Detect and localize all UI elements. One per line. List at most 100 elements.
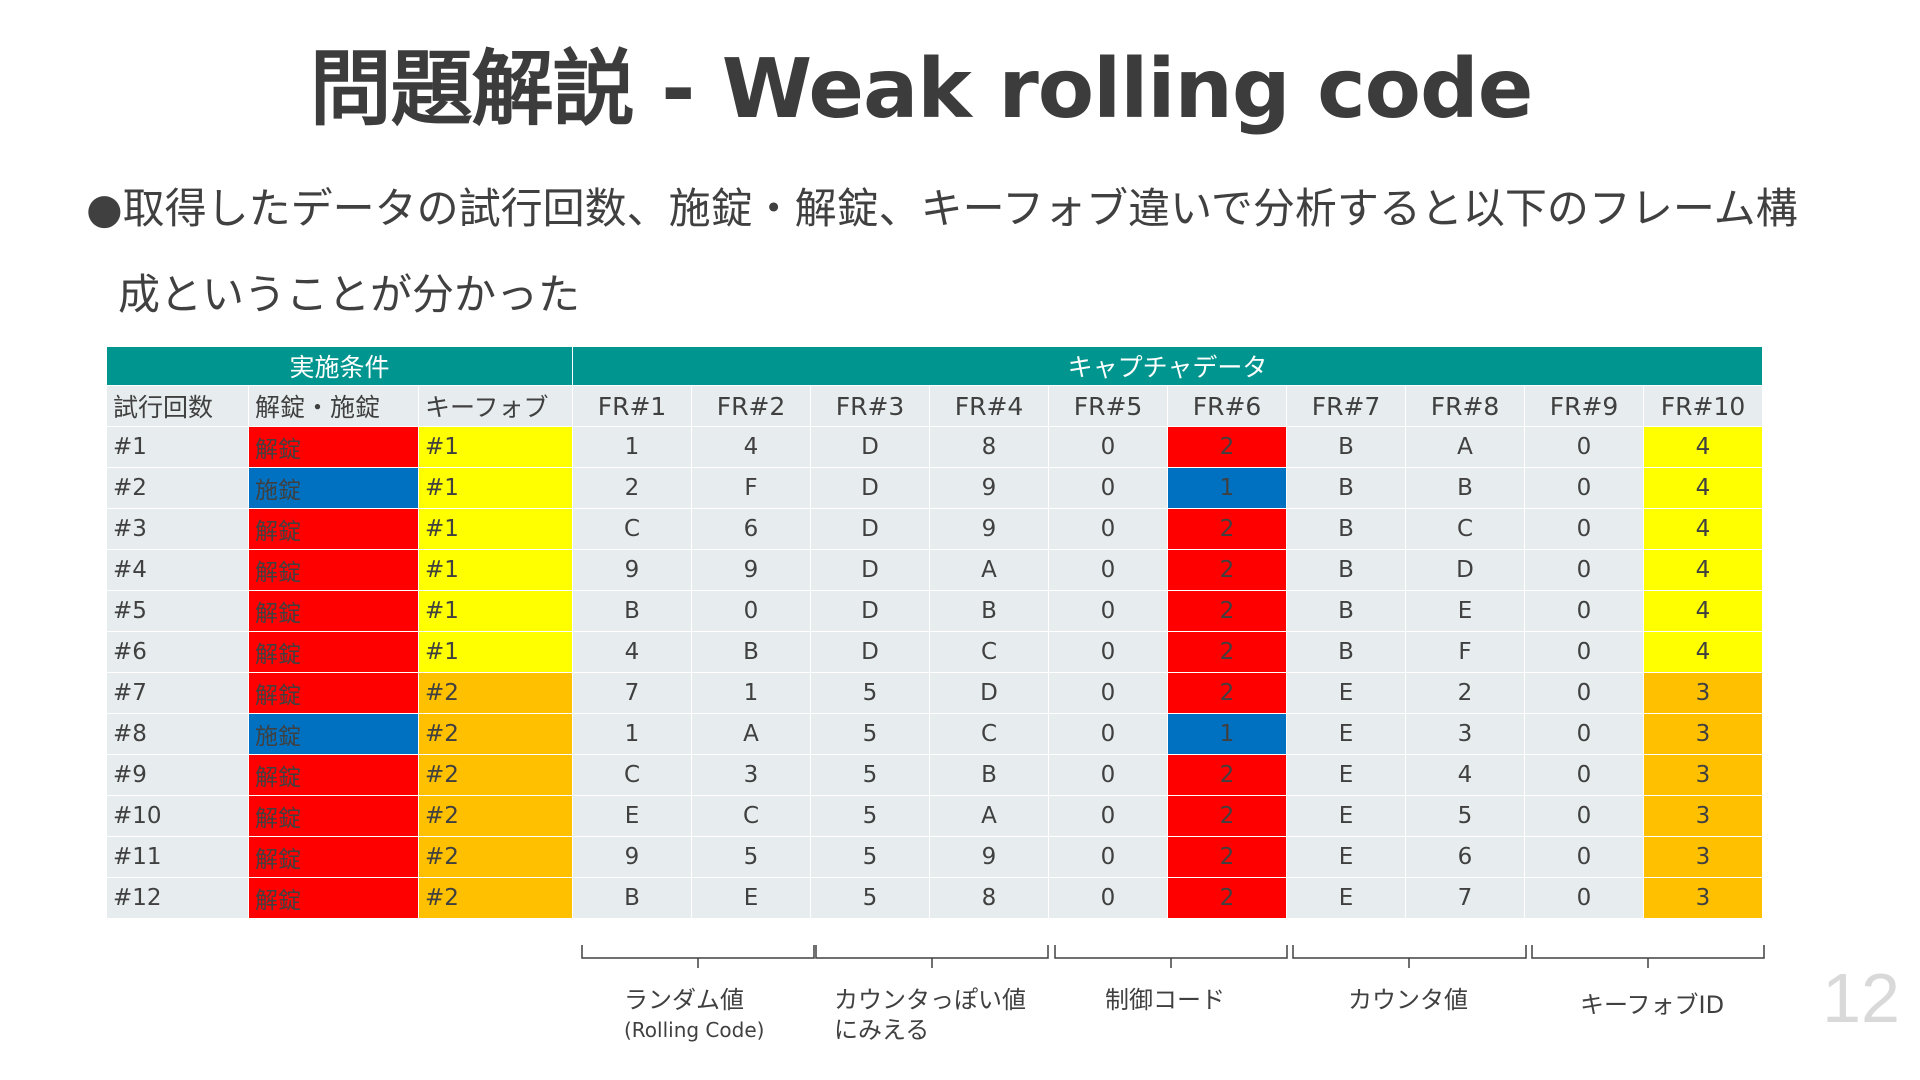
frame-byte-cell: F xyxy=(691,467,811,509)
frame-byte-cell: B xyxy=(691,631,811,673)
label-keyfob-id: キーフォブID xyxy=(1580,991,1725,1019)
bracket-counter xyxy=(1292,945,1527,968)
frame-byte-cell: 0 xyxy=(1048,672,1168,714)
table-row: #9 解錠 #2 C 3 5 B 0 2 E 4 0 3 xyxy=(106,754,1763,796)
frame-byte-cell: 0 xyxy=(1524,836,1644,878)
frame-byte-cell: B xyxy=(572,590,692,632)
table-row: #7 解錠 #2 7 1 5 D 0 2 E 2 0 3 xyxy=(106,672,1763,714)
lock-state-cell: 解錠 xyxy=(248,836,419,878)
control-code-cell: 1 xyxy=(1167,467,1287,509)
control-code-cell: 2 xyxy=(1167,795,1287,837)
trial-number-cell: #6 xyxy=(106,631,249,673)
page-number: 12 xyxy=(1822,959,1900,1037)
column-header: FR#7 xyxy=(1286,385,1406,427)
frame-byte-cell: D xyxy=(929,672,1049,714)
table-row: #10 解錠 #2 E C 5 A 0 2 E 5 0 3 xyxy=(106,795,1763,837)
keyfob-id-cell: 4 xyxy=(1643,508,1763,550)
frame-byte-cell: 0 xyxy=(1524,590,1644,632)
frame-byte-cell: 5 xyxy=(810,836,930,878)
frame-byte-cell: 5 xyxy=(1405,795,1525,837)
control-code-cell: 2 xyxy=(1167,672,1287,714)
keyfob-cell: #2 xyxy=(418,877,573,919)
frame-byte-cell: 0 xyxy=(691,590,811,632)
control-code-cell: 2 xyxy=(1167,631,1287,673)
bracket-counter-like xyxy=(815,945,1049,968)
keyfob-cell: #1 xyxy=(418,590,573,632)
frame-byte-cell: B xyxy=(1286,508,1406,550)
keyfob-cell: #1 xyxy=(418,426,573,468)
frame-byte-cell: E xyxy=(1286,754,1406,796)
bullet-line-1-text: 取得したデータの試行回数、施錠・解錠、キーフォブ違いで分析すると以下のフレーム構 xyxy=(122,184,1798,233)
frame-byte-cell: 0 xyxy=(1524,877,1644,919)
frame-byte-cell: 0 xyxy=(1048,836,1168,878)
frame-byte-cell: E xyxy=(1286,877,1406,919)
frame-byte-cell: 0 xyxy=(1048,508,1168,550)
bracket-control xyxy=(1054,945,1288,968)
table-row: #1 解錠 #1 1 4 D 8 0 2 B A 0 4 xyxy=(106,426,1763,468)
frame-byte-cell: 2 xyxy=(1405,672,1525,714)
label-counter-value: カウンタ値 xyxy=(1348,986,1468,1014)
keyfob-id-cell: 3 xyxy=(1643,713,1763,755)
frame-byte-cell: D xyxy=(810,426,930,468)
lock-state-cell: 解錠 xyxy=(248,508,419,550)
frame-byte-cell: B xyxy=(1286,631,1406,673)
frame-byte-cell: B xyxy=(572,877,692,919)
frame-byte-cell: B xyxy=(1286,590,1406,632)
frame-byte-cell: 9 xyxy=(572,549,692,591)
trial-number-cell: #10 xyxy=(106,795,249,837)
frame-byte-cell: 0 xyxy=(1524,508,1644,550)
frame-byte-cell: 3 xyxy=(1405,713,1525,755)
column-header: FR#10 xyxy=(1643,385,1763,427)
frame-byte-cell: B xyxy=(1286,549,1406,591)
table-row: #8 施錠 #2 1 A 5 C 0 1 E 3 0 3 xyxy=(106,713,1763,755)
keyfob-cell: #1 xyxy=(418,549,573,591)
table-row: #3 解錠 #1 C 6 D 9 0 2 B C 0 4 xyxy=(106,508,1763,550)
column-header: FR#9 xyxy=(1524,385,1644,427)
keyfob-id-cell: 3 xyxy=(1643,877,1763,919)
frame-byte-cell: D xyxy=(810,467,930,509)
keyfob-cell: #1 xyxy=(418,467,573,509)
frame-byte-cell: B xyxy=(1286,467,1406,509)
slide-title: 問題解説 - Weak rolling code xyxy=(309,42,1534,137)
keyfob-id-cell: 3 xyxy=(1643,754,1763,796)
keyfob-cell: #2 xyxy=(418,713,573,755)
frame-byte-cell: 7 xyxy=(1405,877,1525,919)
keyfob-id-cell: 4 xyxy=(1643,631,1763,673)
trial-number-cell: #2 xyxy=(106,467,249,509)
bullet-line-2: 成ということが分かった xyxy=(118,270,581,319)
table-row: #12 解錠 #2 B E 5 8 0 2 E 7 0 3 xyxy=(106,877,1763,919)
frame-byte-cell: E xyxy=(1405,590,1525,632)
control-code-cell: 2 xyxy=(1167,508,1287,550)
frame-byte-cell: A xyxy=(691,713,811,755)
frame-byte-cell: 9 xyxy=(691,549,811,591)
label-control-code: 制御コード xyxy=(1105,986,1225,1014)
column-header: FR#1 xyxy=(572,385,692,427)
frame-byte-cell: 0 xyxy=(1524,549,1644,591)
frame-byte-cell: C xyxy=(572,754,692,796)
frame-byte-cell: C xyxy=(929,713,1049,755)
frame-byte-cell: B xyxy=(1286,426,1406,468)
lock-state-cell: 解錠 xyxy=(248,754,419,796)
column-header: FR#4 xyxy=(929,385,1049,427)
frame-byte-cell: D xyxy=(1405,549,1525,591)
frame-byte-cell: 0 xyxy=(1524,467,1644,509)
frame-byte-cell: E xyxy=(1286,836,1406,878)
frame-byte-cell: C xyxy=(929,631,1049,673)
keyfob-id-cell: 3 xyxy=(1643,836,1763,878)
trial-number-cell: #8 xyxy=(106,713,249,755)
group-header-row: 実施条件 キャプチャデータ xyxy=(106,346,1763,386)
keyfob-id-cell: 3 xyxy=(1643,672,1763,714)
bracket-random xyxy=(581,945,815,968)
frame-byte-cell: E xyxy=(1286,672,1406,714)
frame-byte-cell: 0 xyxy=(1048,426,1168,468)
frame-byte-cell: C xyxy=(572,508,692,550)
table-row: #2 施錠 #1 2 F D 9 0 1 B B 0 4 xyxy=(106,467,1763,509)
frame-byte-cell: A xyxy=(929,549,1049,591)
frame-analysis-table: 実施条件 キャプチャデータ 試行回数 解錠・施錠 キーフォブ FR#1 FR#2 FR#3… xyxy=(106,346,1763,919)
frame-byte-cell: 8 xyxy=(929,426,1049,468)
lock-state-cell: 解錠 xyxy=(248,426,419,468)
frame-byte-cell: B xyxy=(1405,467,1525,509)
bullet-line-1: ●取得したデータの試行回数、施錠・解錠、キーフォブ違いで分析すると以下のフレーム… xyxy=(86,166,1866,252)
column-header: FR#8 xyxy=(1405,385,1525,427)
frame-byte-cell: D xyxy=(810,549,930,591)
